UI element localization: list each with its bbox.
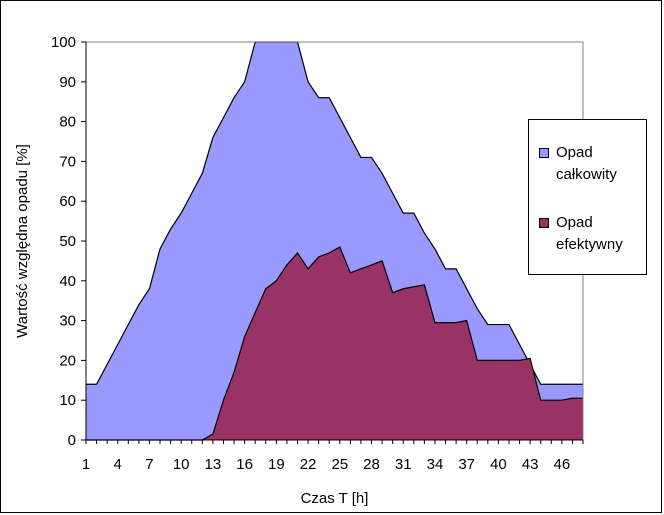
- y-tick-label-10: 10: [59, 392, 76, 409]
- x-tick-label-46: 46: [554, 456, 571, 473]
- series-line-0: [86, 41, 583, 385]
- x-tick-label-43: 43: [522, 456, 539, 473]
- y-tick-label-60: 60: [59, 193, 76, 210]
- x-tick-label-40: 40: [490, 456, 507, 473]
- x-tick-label-4: 4: [114, 456, 122, 473]
- legend-swatch-total: [539, 148, 549, 158]
- y-tick-label-50: 50: [59, 233, 76, 250]
- plot-area: 0 10 20 30 40 50 60 70 80 90 100 1 4 7 10 13 16 19 22 25 28 3…: [14, 34, 584, 507]
- legend-label-total: Opad całkowity: [556, 144, 617, 183]
- y-tick-label-90: 90: [59, 74, 76, 91]
- x-tick-label-34: 34: [427, 456, 444, 473]
- y-tick-label-20: 20: [59, 352, 76, 369]
- x-tick-label-7: 7: [145, 456, 153, 473]
- legend: Opad całkowity Opad efektywny: [528, 119, 647, 275]
- x-tick-label-31: 31: [395, 456, 412, 473]
- y-tick-label-0: 0: [68, 432, 76, 449]
- y-tick-label-70: 70: [59, 153, 76, 170]
- y-tick-label-80: 80: [59, 114, 76, 131]
- x-tick-label-13: 13: [205, 456, 222, 473]
- x-tick-label-22: 22: [300, 456, 317, 473]
- x-tick-label-10: 10: [173, 456, 190, 473]
- legend-label-effective: Opad efektywny: [556, 214, 623, 253]
- x-tick-label-1: 1: [82, 456, 90, 473]
- x-tick-label-19: 19: [268, 456, 285, 473]
- y-axis-title: Wartość względna opadu [%]: [14, 144, 31, 338]
- x-tick-label-28: 28: [363, 456, 380, 473]
- y-tick-label-40: 40: [59, 273, 76, 290]
- y-tick-label-100: 100: [51, 34, 76, 51]
- x-tick-label-25: 25: [331, 456, 348, 473]
- series-area-1: [86, 246, 583, 440]
- x-axis-title: Czas T [h]: [301, 490, 369, 507]
- legend-swatch-effective: [539, 218, 549, 228]
- x-tick-label-37: 37: [458, 456, 475, 473]
- x-tick-label-16: 16: [236, 456, 253, 473]
- y-tick-label-30: 30: [59, 313, 76, 330]
